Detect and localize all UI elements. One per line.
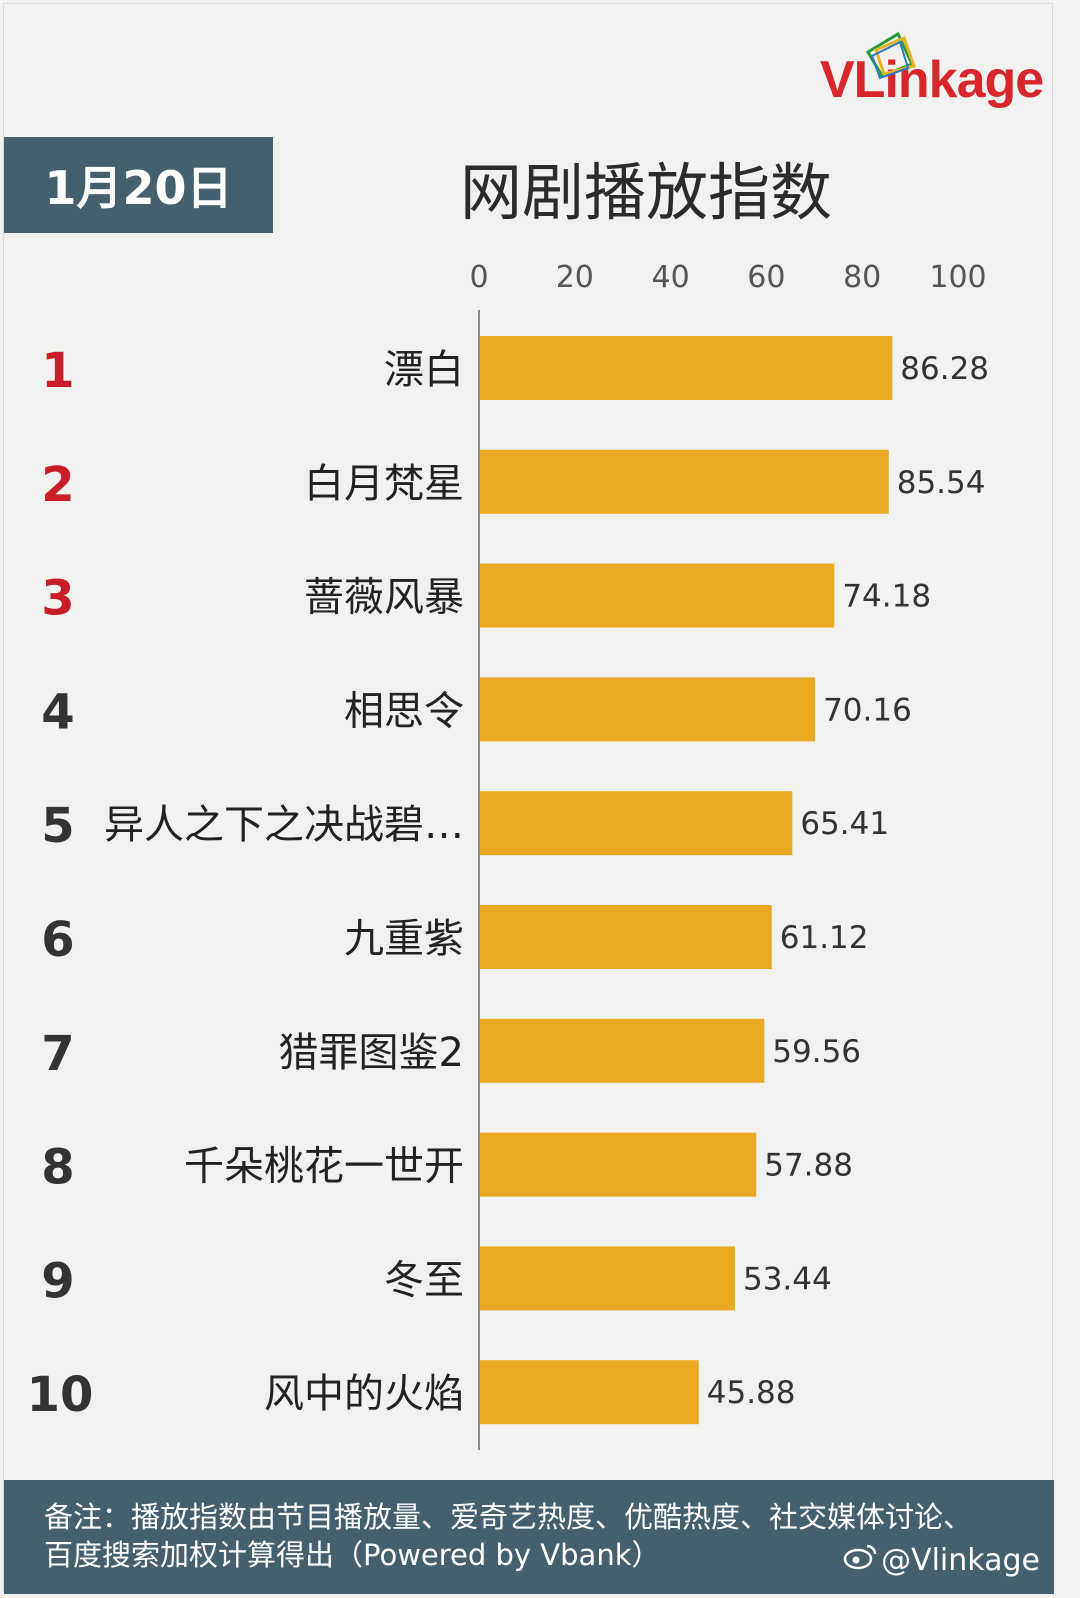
weibo-handle-text: @Vlinkage: [881, 1543, 1040, 1578]
bar: [480, 905, 772, 969]
rank-label: 7: [41, 1026, 74, 1082]
rank-label: 6: [41, 912, 74, 968]
x-tick-label: 60: [747, 260, 785, 295]
data-label: 74.18: [842, 579, 931, 615]
data-label: 65.41: [800, 806, 889, 842]
footer-note-bar: 备注：播放指数由节目播放量、爱奇艺热度、优酷热度、社交媒体讨论、百度搜索加权计算…: [4, 1480, 1054, 1594]
bar: [480, 1360, 699, 1425]
category-label: 白月梵星: [304, 461, 464, 507]
chart-title: 网剧播放指数: [460, 156, 833, 229]
x-tick-label: 80: [843, 260, 881, 295]
bar: [480, 791, 793, 856]
weibo-handle[interactable]: @Vlinkage: [843, 1542, 1040, 1580]
category-label: 猎罪图鉴2: [279, 1030, 464, 1076]
data-label: 61.12: [780, 920, 869, 956]
category-label: 风中的火焰: [264, 1371, 464, 1417]
bar: [480, 449, 889, 514]
rank-label: 4: [41, 684, 74, 740]
category-label: 漂白: [384, 347, 464, 393]
category-label: 千朵桃花一世开: [184, 1144, 464, 1190]
data-label: 70.16: [823, 692, 912, 728]
rank-label: 8: [41, 1140, 74, 1196]
x-tick-label: 20: [556, 260, 594, 295]
rank-label: 5: [41, 798, 74, 854]
data-label: 45.88: [707, 1375, 796, 1411]
rank-label: 9: [41, 1253, 74, 1309]
data-label: 86.28: [900, 351, 989, 387]
rank-label: 10: [27, 1367, 94, 1423]
category-label: 九重紫: [344, 916, 464, 962]
weibo-icon: [843, 1542, 877, 1580]
category-label: 相思令: [344, 688, 464, 734]
date-badge: 1月20日: [4, 137, 273, 233]
bar: [480, 563, 835, 628]
x-tick-label: 100: [929, 260, 986, 295]
data-label: 53.44: [743, 1261, 832, 1297]
logo-icon: [865, 31, 916, 80]
vlinkage-logo: VLinkage: [820, 51, 1044, 109]
bar: [480, 1132, 757, 1197]
bar: [480, 1246, 735, 1311]
rank-label: 2: [41, 457, 74, 513]
data-label: 59.56: [772, 1034, 861, 1070]
data-label: 57.88: [764, 1148, 853, 1184]
data-label: 85.54: [897, 465, 986, 501]
x-tick-label: 40: [652, 260, 690, 295]
rank-label: 3: [41, 571, 74, 627]
category-label: 蔷薇风暴: [304, 575, 464, 621]
x-tick-label: 0: [469, 260, 488, 295]
bar: [480, 1018, 765, 1083]
bar: [480, 336, 893, 400]
bar: [480, 677, 816, 742]
category-label: 异人之下之决战碧…: [104, 802, 464, 848]
footer-note: 备注：播放指数由节目播放量、爱奇艺热度、优酷热度、社交媒体讨论、百度搜索加权计算…: [44, 1500, 973, 1572]
category-label: 冬至: [384, 1257, 464, 1303]
rank-label: 1: [41, 343, 74, 399]
